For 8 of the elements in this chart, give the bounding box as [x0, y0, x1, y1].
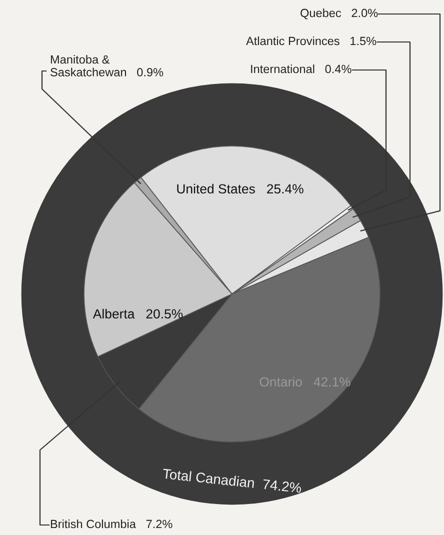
slice-label: International 0.4%	[251, 64, 352, 74]
slice-label: Quebec 2.0%	[300, 8, 378, 20]
slice-label: Manitoba & Saskatchewan 0.9%	[50, 55, 164, 76]
slice-label: Atlantic Provinces 1.5%	[246, 36, 376, 46]
slice-label: Alberta 20.5%	[92, 308, 183, 319]
slice-label: United States 25.4%	[177, 184, 304, 194]
slice-label: British Columbia 7.2%	[50, 519, 172, 528]
text: Total Canadian 74.2%	[162, 468, 302, 493]
